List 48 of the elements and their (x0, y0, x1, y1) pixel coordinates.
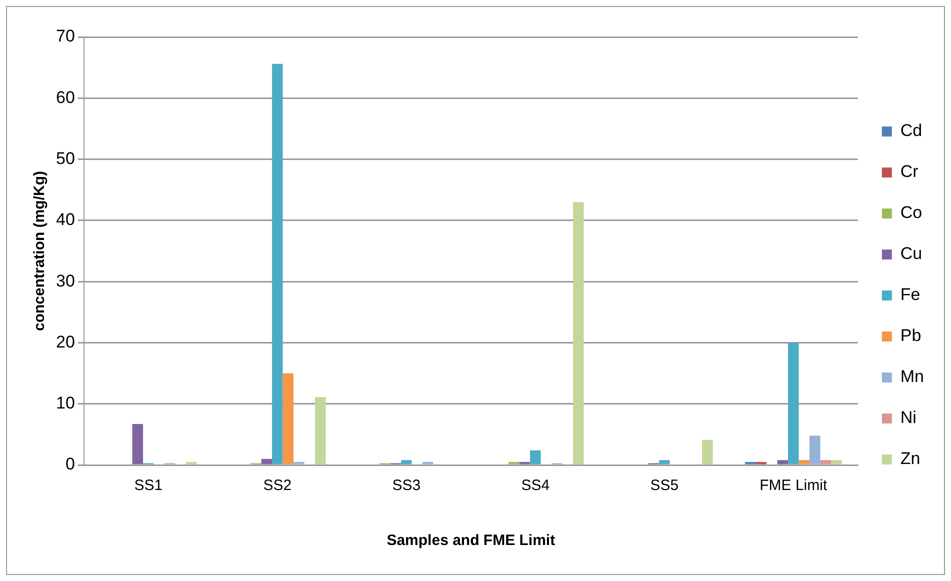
bar (508, 462, 520, 464)
y-tick-label: 20 (56, 332, 75, 352)
y-tick-label: 0 (65, 454, 75, 474)
bar (422, 462, 434, 464)
bar (530, 450, 541, 464)
bar (186, 462, 197, 464)
bar (659, 460, 670, 464)
x-tick-label: SS1 (134, 477, 163, 494)
x-axis-title: Samples and FME Limit (386, 532, 556, 550)
legend-label: Cd (900, 121, 922, 140)
y-tick-label: 70 (56, 26, 75, 46)
legend-label: Fe (900, 285, 920, 304)
bar (745, 462, 756, 464)
bar (788, 342, 799, 464)
legend-label: Pb (900, 326, 922, 346)
legend-label: Co (900, 203, 922, 222)
x-tick-label: SS3 (392, 477, 421, 494)
x-tick-label: FME Limit (760, 477, 828, 494)
bar (519, 462, 530, 464)
legend-label: Cu (900, 244, 922, 264)
bar (798, 460, 810, 464)
bar (132, 424, 144, 464)
bar (401, 460, 412, 464)
bar (702, 440, 713, 464)
legend-label: Mn (900, 367, 924, 386)
bar (272, 64, 283, 464)
y-tick-label: 60 (56, 88, 75, 107)
y-tick-label: 40 (56, 210, 75, 230)
y-tick-label: 50 (56, 148, 75, 168)
bar (573, 202, 584, 464)
y-axis-title: concentration (mg/Kg) (31, 171, 48, 331)
bar (810, 436, 820, 464)
bar (315, 397, 326, 464)
bar (756, 462, 767, 464)
x-tick-label: SS4 (521, 477, 550, 494)
bar (294, 462, 304, 464)
bar (261, 458, 272, 464)
bar (282, 373, 294, 464)
bar (831, 460, 842, 464)
x-tick-label: SS5 (650, 477, 679, 494)
legend-label: Ni (900, 408, 916, 428)
bar (820, 460, 832, 464)
bar (777, 460, 788, 464)
legend-label: Zn (900, 449, 920, 468)
y-tick-label: 10 (56, 394, 75, 413)
legend-label: Cr (900, 162, 919, 182)
y-tick-label: 30 (56, 271, 75, 290)
x-tick-label: SS2 (263, 477, 292, 494)
